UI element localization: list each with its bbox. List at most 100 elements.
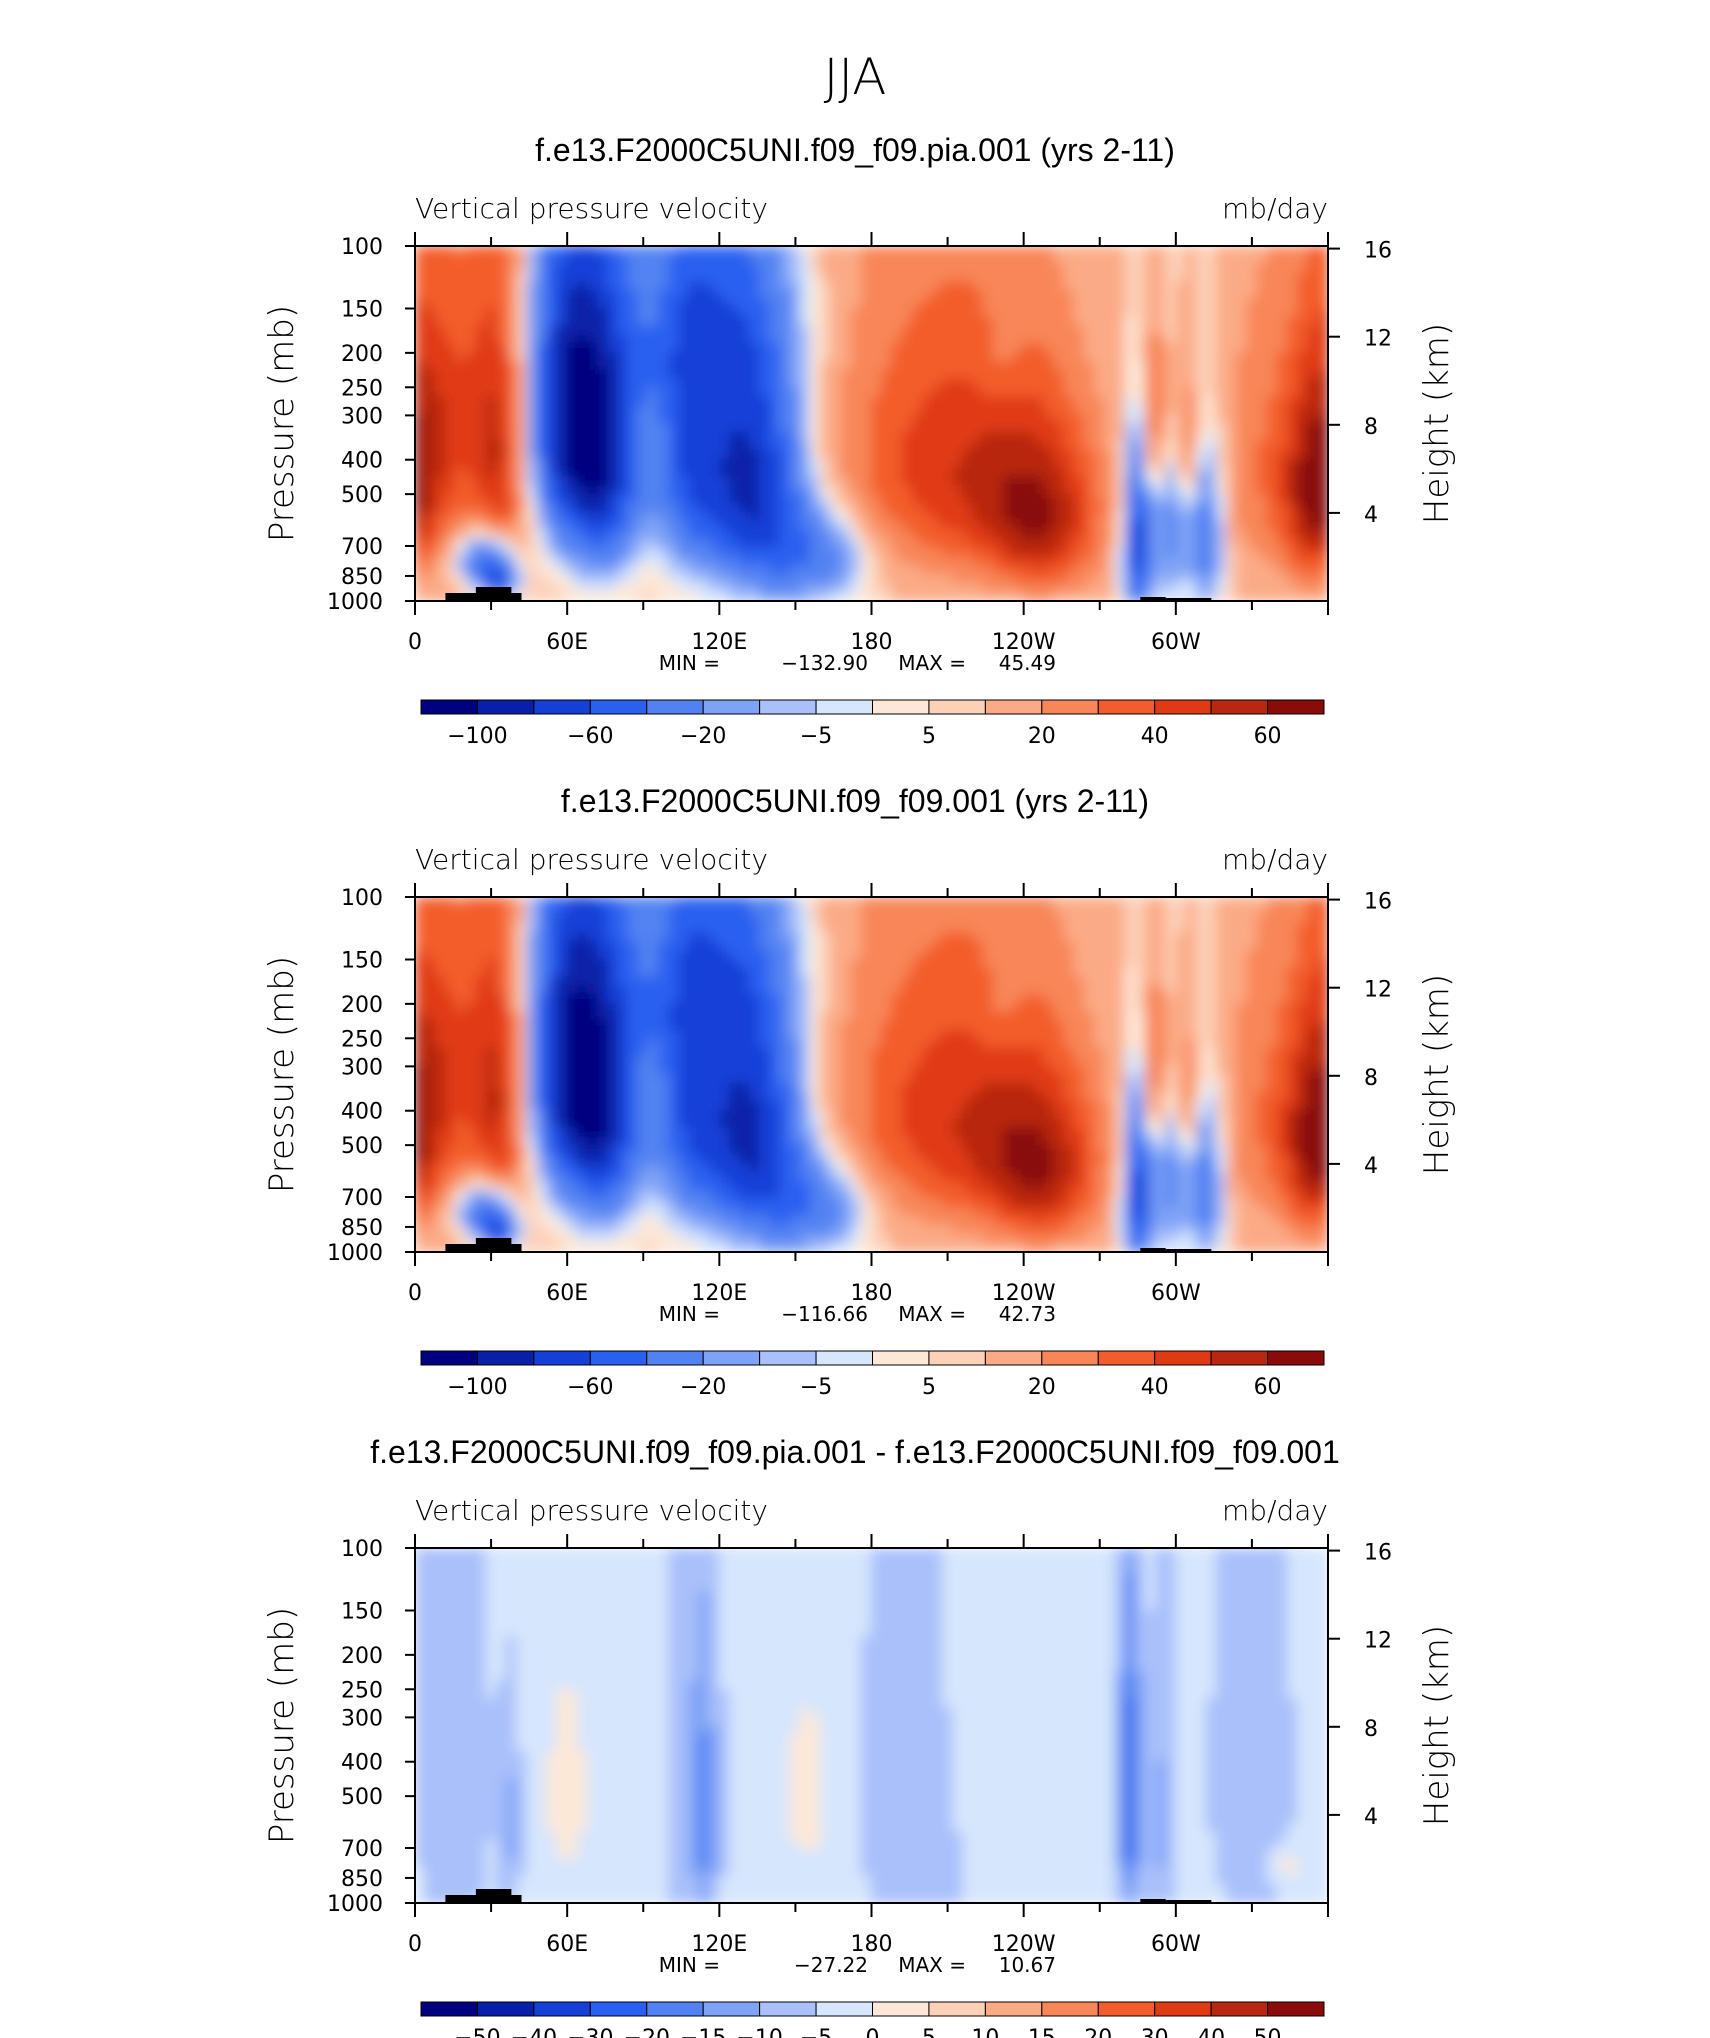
contour-cell bbox=[627, 502, 640, 514]
contour-cell bbox=[860, 591, 873, 601]
contour-cell bbox=[1013, 494, 1025, 505]
contour-cell bbox=[1165, 254, 1177, 265]
contour-cell bbox=[891, 405, 903, 416]
contour-cell bbox=[972, 538, 985, 549]
contour-cell bbox=[1165, 582, 1177, 594]
contour-cell bbox=[526, 923, 538, 934]
contour-cell bbox=[759, 914, 772, 925]
contour-cell bbox=[891, 573, 903, 585]
contour-cell bbox=[728, 932, 741, 943]
contour-cell bbox=[1063, 449, 1076, 460]
contour-cell bbox=[678, 985, 690, 996]
contour-cell bbox=[931, 369, 944, 381]
contour-cell bbox=[434, 932, 447, 943]
contour-cell bbox=[1175, 582, 1187, 594]
contour-cell bbox=[475, 298, 488, 310]
contour-cell bbox=[1114, 547, 1127, 558]
contour-cell bbox=[1124, 582, 1137, 594]
contour-cell bbox=[475, 440, 488, 452]
height-tick-label: 16 bbox=[1364, 239, 1392, 264]
contour-cell bbox=[1053, 360, 1066, 372]
contour-cell bbox=[1276, 923, 1289, 934]
contour-cell bbox=[749, 246, 761, 256]
contour-cell bbox=[1195, 994, 1208, 1005]
contour-cell bbox=[515, 440, 528, 452]
contour-cell bbox=[952, 565, 964, 576]
contour-cell bbox=[1266, 985, 1279, 996]
contour-cell bbox=[1297, 423, 1309, 434]
contour-cell bbox=[840, 582, 853, 594]
contour-cell bbox=[444, 573, 457, 585]
contour-cell bbox=[678, 502, 690, 514]
contour-cell bbox=[891, 529, 903, 540]
contour-cell bbox=[415, 976, 427, 987]
contour-cell bbox=[444, 565, 457, 576]
contour-cell bbox=[789, 458, 802, 469]
contour-cell bbox=[911, 316, 924, 327]
contour-cell bbox=[475, 958, 488, 969]
contour-cell bbox=[779, 591, 792, 601]
contour-cell bbox=[627, 573, 640, 585]
contour-cell bbox=[444, 967, 457, 978]
contour-cell bbox=[607, 932, 619, 943]
contour-cell bbox=[942, 923, 954, 934]
contour-cell bbox=[434, 591, 447, 601]
contour-cell bbox=[1155, 967, 1167, 978]
contour-cell bbox=[495, 573, 508, 585]
contour-cell bbox=[850, 343, 863, 354]
contour-cell bbox=[495, 914, 508, 925]
contour-cell bbox=[647, 246, 660, 256]
contour-cell bbox=[566, 405, 579, 416]
colorbar-swatch bbox=[420, 699, 478, 715]
contour-cell bbox=[962, 1011, 974, 1023]
contour-cell bbox=[789, 582, 802, 594]
contour-cell bbox=[546, 396, 559, 407]
contour-cell bbox=[799, 897, 812, 907]
contour-cell bbox=[1307, 449, 1319, 460]
contour-cell bbox=[1226, 958, 1238, 969]
contour-cell bbox=[1246, 405, 1258, 416]
contour-cell bbox=[1266, 1003, 1279, 1014]
contour-cell bbox=[688, 591, 701, 601]
contour-cell bbox=[475, 476, 488, 487]
contour-cell bbox=[1205, 405, 1218, 416]
contour-cell bbox=[810, 494, 822, 505]
contour-cell bbox=[1104, 897, 1116, 907]
contour-cell bbox=[921, 281, 934, 292]
contour-cell bbox=[1084, 476, 1096, 487]
contour-cell bbox=[617, 325, 630, 336]
contour-cell bbox=[1094, 520, 1106, 531]
contour-cell bbox=[1084, 263, 1096, 274]
contour-cell bbox=[1185, 289, 1198, 301]
contour-cell bbox=[891, 369, 903, 381]
contour-cell bbox=[1175, 1011, 1187, 1023]
contour-cell bbox=[708, 529, 721, 540]
contour-cell bbox=[1236, 281, 1248, 292]
contour-cell bbox=[566, 343, 579, 354]
contour-cell bbox=[465, 976, 477, 987]
contour-cell bbox=[881, 298, 893, 310]
contour-cell bbox=[850, 396, 863, 407]
contour-cell bbox=[1134, 325, 1147, 336]
contour-cell bbox=[607, 316, 619, 327]
contour-cell bbox=[1053, 272, 1066, 283]
contour-cell bbox=[1215, 985, 1228, 996]
contour-cell bbox=[891, 538, 903, 549]
contour-cell bbox=[820, 1011, 832, 1023]
contour-cell bbox=[1063, 325, 1076, 336]
contour-cell bbox=[607, 940, 619, 952]
contour-cell bbox=[769, 1003, 782, 1014]
contour-cell bbox=[637, 985, 650, 996]
contour-cell bbox=[627, 967, 640, 978]
contour-cell bbox=[505, 905, 518, 916]
contour-cell bbox=[1084, 591, 1096, 601]
contour-cell bbox=[850, 387, 863, 398]
contour-cell bbox=[536, 1020, 548, 1032]
contour-cell bbox=[1236, 263, 1248, 274]
contour-cell bbox=[556, 476, 569, 487]
contour-cell bbox=[475, 1020, 488, 1032]
contour-cell bbox=[759, 949, 772, 961]
contour-cell bbox=[678, 352, 690, 363]
contour-cell bbox=[434, 582, 447, 594]
contour-cell bbox=[465, 547, 477, 558]
